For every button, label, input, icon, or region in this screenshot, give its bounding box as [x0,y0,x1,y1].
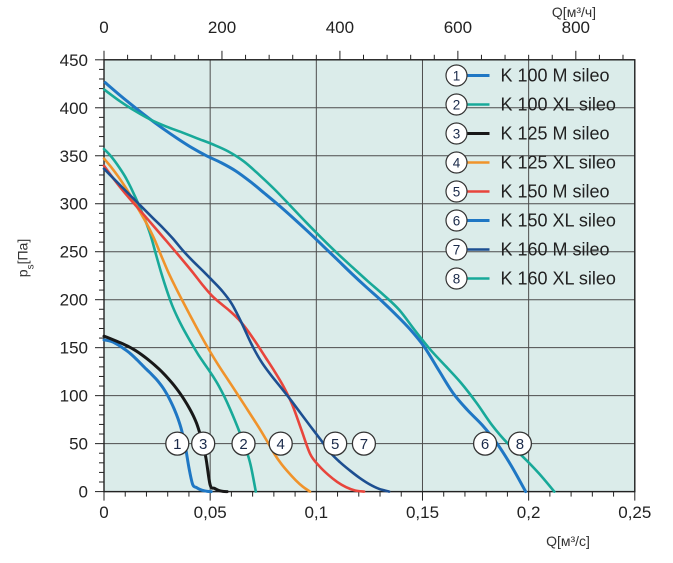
svg-text:200: 200 [208,18,236,37]
svg-text:0: 0 [99,503,108,522]
svg-text:0: 0 [79,483,88,502]
svg-text:400: 400 [326,18,354,37]
svg-text:50: 50 [69,435,88,454]
svg-text:400: 400 [60,99,88,118]
svg-text:5: 5 [331,436,339,453]
svg-text:0,05: 0,05 [194,503,227,522]
svg-text:K 160 XL sileo: K 160 XL sileo [501,269,616,289]
svg-text:Q[м³/ч]: Q[м³/ч] [552,4,596,20]
svg-text:800: 800 [562,18,590,37]
svg-text:0,15: 0,15 [406,503,439,522]
svg-text:0,1: 0,1 [304,503,328,522]
svg-text:1: 1 [453,69,461,84]
svg-text:100: 100 [60,387,88,406]
svg-text:6: 6 [453,214,461,229]
svg-text:K 150 M sileo: K 150 M sileo [501,182,610,202]
svg-text:250: 250 [60,243,88,262]
svg-text:600: 600 [444,18,472,37]
svg-text:7: 7 [453,243,461,258]
svg-text:8: 8 [516,436,524,453]
svg-text:0,2: 0,2 [517,503,541,522]
svg-text:3: 3 [199,436,207,453]
svg-text:K 125 XL sileo: K 125 XL sileo [501,153,616,173]
svg-text:K 100 XL sileo: K 100 XL sileo [501,95,616,115]
svg-text:K 160 M sileo: K 160 M sileo [501,240,610,260]
svg-text:1: 1 [173,436,181,453]
svg-text:300: 300 [60,195,88,214]
svg-text:5: 5 [453,185,461,200]
svg-text:3: 3 [453,127,461,142]
svg-text:K 125 M sileo: K 125 M sileo [501,124,610,144]
svg-text:2: 2 [239,436,247,453]
svg-text:2: 2 [453,98,461,113]
svg-text:0,25: 0,25 [618,503,651,522]
svg-text:K 100 M sileo: K 100 M sileo [501,66,610,86]
svg-text:150: 150 [60,339,88,358]
svg-text:200: 200 [60,291,88,310]
svg-text:Q[м³/с]: Q[м³/с] [546,533,590,549]
svg-text:ps[Па]: ps[Па] [15,239,37,277]
svg-text:450: 450 [60,51,88,70]
svg-text:350: 350 [60,147,88,166]
svg-text:K 150 XL sileo: K 150 XL sileo [501,211,616,231]
svg-text:4: 4 [453,156,461,171]
svg-text:0: 0 [99,18,108,37]
svg-text:6: 6 [481,436,489,453]
svg-text:8: 8 [453,272,461,287]
svg-text:7: 7 [360,436,368,453]
svg-text:4: 4 [277,436,285,453]
